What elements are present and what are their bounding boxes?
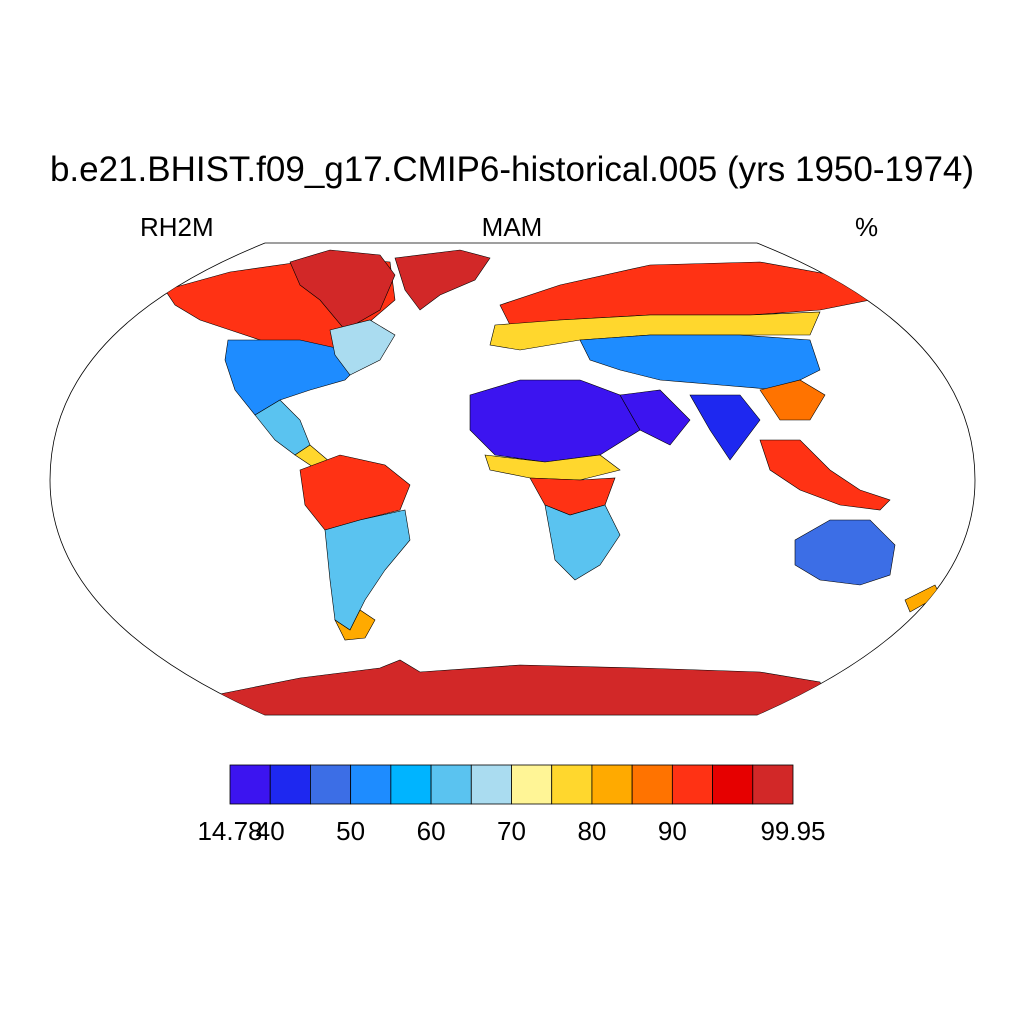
- colorbar-tick-label: 99.95: [760, 816, 825, 846]
- colorbar-swatch: [671, 764, 713, 805]
- colorbar-tick-label: 40: [256, 816, 285, 846]
- colorbar-tick-label: 80: [577, 816, 606, 846]
- usa-east-region: [329, 319, 396, 376]
- south-america-north: [299, 454, 411, 531]
- plot-title: b.e21.BHIST.f09_g17.CMIP6-historical.005…: [49, 150, 975, 189]
- colorbar-swatch: [712, 764, 754, 805]
- patagonia-region: [334, 609, 376, 641]
- canada-arctic-region: [289, 249, 396, 331]
- colorbar-tick-label: 70: [497, 816, 526, 846]
- antarctica-region: [214, 659, 831, 715]
- colorbar-swatch: [390, 764, 432, 805]
- china-east-region: [759, 379, 826, 421]
- north-america-interior: [224, 339, 371, 416]
- season-label: MAM: [481, 212, 543, 242]
- southern-africa-region: [544, 504, 621, 581]
- southeast-asia-region: [759, 439, 891, 511]
- units-label: %: [855, 212, 879, 242]
- colorbar-tick-label: 50: [336, 816, 365, 846]
- colorbar-swatch: [631, 764, 673, 805]
- colorbar-tick-label: 60: [417, 816, 446, 846]
- colorbar-swatch: [269, 764, 311, 805]
- colorbar-swatch: [350, 764, 392, 805]
- colorbar-tick-label: 14.78: [197, 816, 262, 846]
- colorbar-swatch: [310, 764, 352, 805]
- eurasia-midlatitude: [489, 311, 821, 351]
- colorbar-swatch: [470, 764, 512, 805]
- variable-label: RH2M: [140, 212, 214, 242]
- colorbar-swatch: [752, 764, 794, 805]
- sahel-region: [484, 454, 621, 481]
- arabia-region: [619, 389, 691, 446]
- india-region: [689, 394, 761, 461]
- colorbar-swatch: [591, 764, 633, 805]
- australia-region: [794, 519, 896, 586]
- colorbar-tick-label: 90: [658, 816, 687, 846]
- greenland-region: [394, 249, 491, 311]
- colorbar-swatch: [511, 764, 553, 805]
- colorbar-swatch: [430, 764, 472, 805]
- colorbar-swatch: [229, 764, 271, 805]
- south-america-south: [324, 509, 411, 631]
- colorbar-swatch: [551, 764, 593, 805]
- sahara-region: [469, 379, 641, 463]
